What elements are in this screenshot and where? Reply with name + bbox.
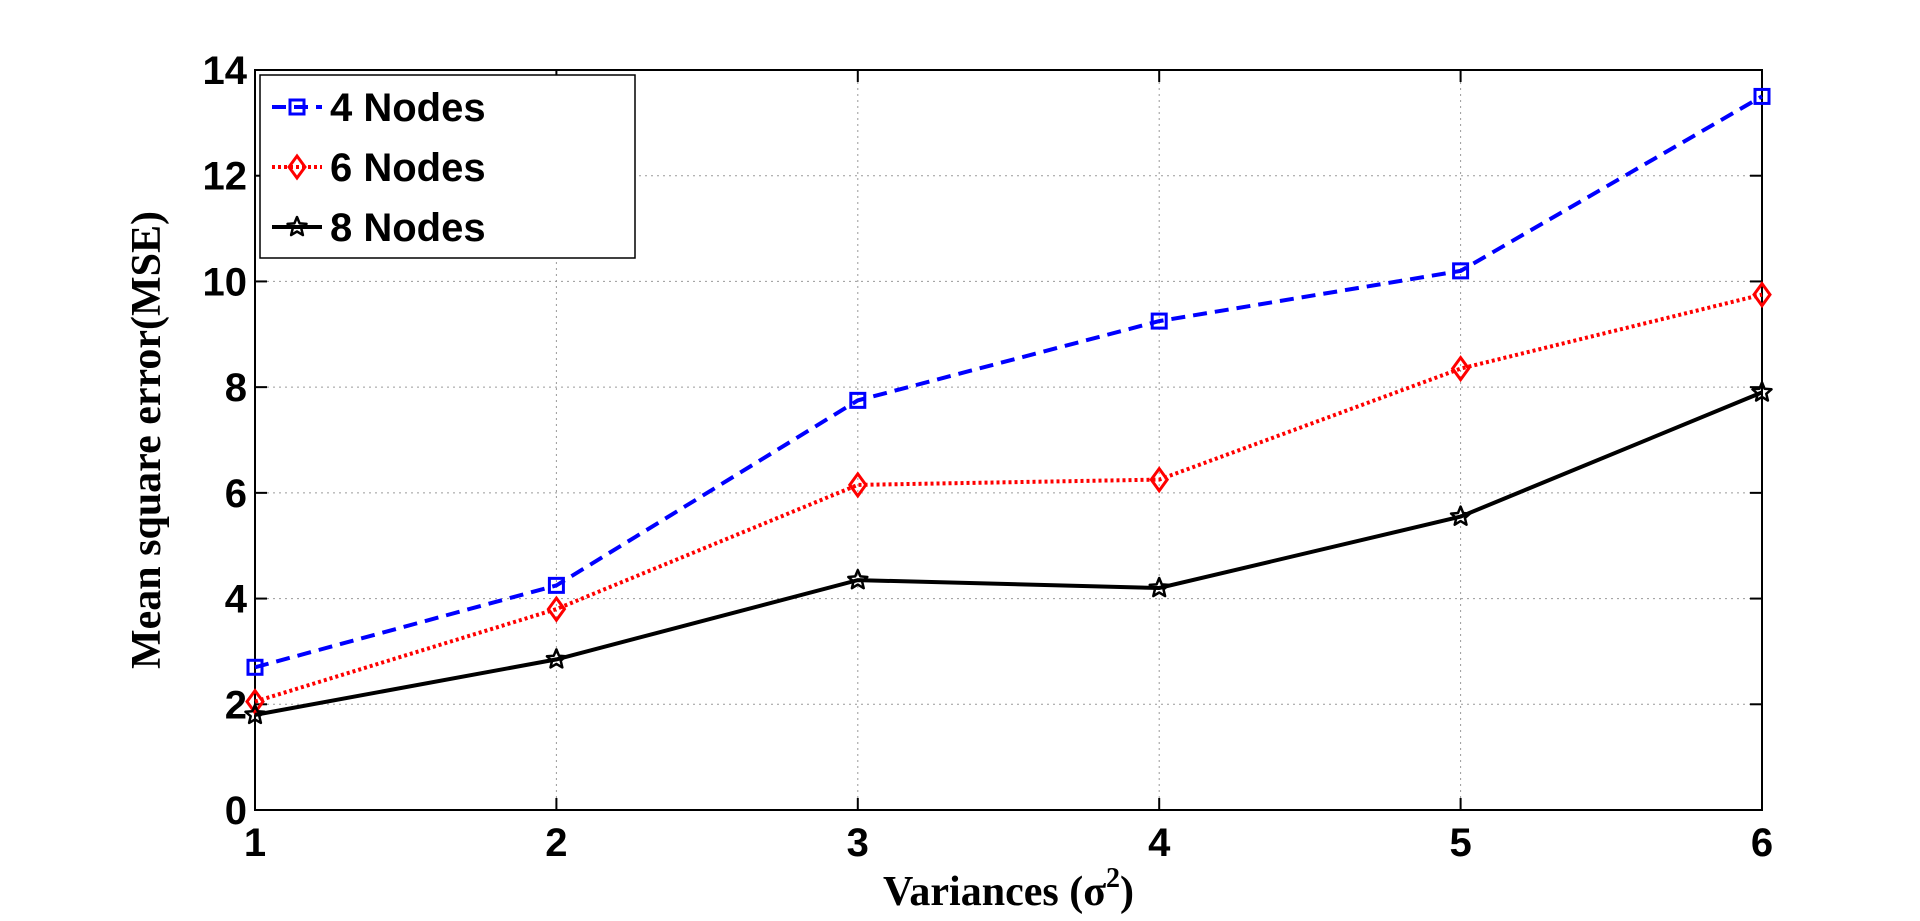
y-tick-label: 10 xyxy=(203,260,248,304)
data-point-marker xyxy=(545,648,568,669)
data-point-marker xyxy=(1753,87,1771,105)
data-point-marker xyxy=(547,576,565,594)
legend-label: 4 Nodes xyxy=(330,86,486,130)
legend-marker-sample xyxy=(286,215,308,237)
x-tick-label: 5 xyxy=(1449,821,1471,865)
series-6-nodes xyxy=(245,281,1772,716)
x-tick-label: 4 xyxy=(1148,821,1171,865)
series-4-nodes xyxy=(246,87,1771,676)
data-point-marker xyxy=(1150,312,1168,330)
legend: 4 Nodes 6 Nodes 8 Nodes xyxy=(259,74,636,259)
data-point-marker xyxy=(1450,355,1471,383)
y-tick-label: 14 xyxy=(203,49,248,93)
x-tick-label: 2 xyxy=(545,821,567,865)
y-tick-label: 0 xyxy=(225,789,247,833)
data-point-marker xyxy=(244,703,266,725)
data-point-marker xyxy=(246,658,264,676)
x-axis-label: Variances (σ2) xyxy=(883,863,1134,915)
data-point-marker xyxy=(1449,505,1472,526)
data-point-marker xyxy=(847,471,868,499)
legend-label: 8 Nodes xyxy=(330,206,486,250)
series-line xyxy=(254,390,1763,717)
x-tick-label: 3 xyxy=(847,821,869,865)
data-point-marker xyxy=(546,595,567,623)
data-point-marker xyxy=(1148,576,1170,598)
x-axis-label-close: ) xyxy=(1120,869,1134,915)
series-line xyxy=(254,94,1764,670)
x-tick-label: 1 xyxy=(244,821,266,865)
legend-item: 6 Nodes xyxy=(272,146,486,190)
data-point-marker xyxy=(1149,466,1170,494)
y-tick-label: 12 xyxy=(203,155,248,199)
data-point-marker xyxy=(847,568,869,590)
plot-frame xyxy=(254,69,1763,811)
data-point-marker xyxy=(1752,281,1772,309)
series-group xyxy=(244,87,1773,725)
y-tick-label: 6 xyxy=(225,472,247,516)
legend-marker-sample xyxy=(287,153,307,181)
y-tick-label: 4 xyxy=(225,578,248,622)
y-axis-label: Mean square error(MSE) xyxy=(124,211,170,669)
legend-item: 4 Nodes xyxy=(272,86,486,130)
x-tick-label: 6 xyxy=(1751,821,1773,865)
data-point-marker xyxy=(245,688,265,716)
series-8-nodes xyxy=(244,381,1773,725)
data-point-marker xyxy=(849,391,867,409)
legend-item: 8 Nodes xyxy=(272,206,486,250)
legend-box xyxy=(259,74,636,259)
series-line xyxy=(254,292,1763,704)
legend-label: 6 Nodes xyxy=(330,146,486,190)
y-tick-label: 2 xyxy=(225,683,247,727)
data-point-marker xyxy=(1751,381,1773,402)
y-tick-label: 8 xyxy=(225,366,247,410)
x-axis-label-superscript: 2 xyxy=(1106,863,1120,894)
data-point-marker xyxy=(1452,262,1470,280)
x-axis-label-main: Variances (σ xyxy=(883,869,1106,915)
legend-marker-sample xyxy=(288,98,306,116)
